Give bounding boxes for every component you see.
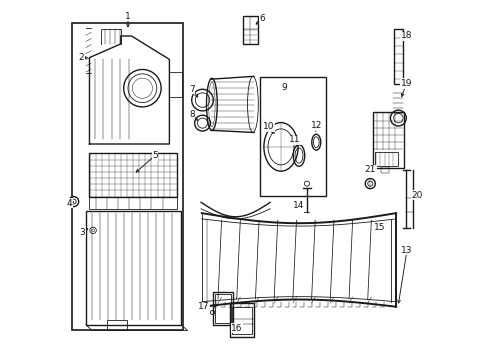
Text: 5: 5 [152,151,158,160]
Bar [260,77,326,196]
Text: 9: 9 [281,83,287,91]
Text: 20: 20 [412,191,423,199]
Text: 1: 1 [125,12,131,21]
Text: 15: 15 [374,223,386,232]
Text: 16: 16 [231,324,243,333]
Bar [232,307,252,334]
Bar [373,112,404,168]
Bar [107,320,127,330]
Text: 12: 12 [311,122,322,130]
Bar [90,197,176,209]
Bar [381,167,389,173]
Bar [72,23,183,330]
Bar [90,153,176,197]
Bar [394,29,403,84]
Text: 2: 2 [78,53,84,62]
Text: 11: 11 [289,135,300,144]
Bar [230,303,254,337]
Bar [243,16,258,44]
Text: 18: 18 [400,31,412,40]
Text: 10: 10 [263,122,274,131]
Text: 13: 13 [401,246,413,255]
Text: 7: 7 [189,85,195,94]
Bar [216,294,231,323]
Text: 14: 14 [293,202,304,210]
Text: 19: 19 [400,79,412,88]
Bar [86,211,181,325]
Text: 6: 6 [259,14,265,23]
Text: 8: 8 [189,110,195,119]
Bar [213,292,233,325]
Text: 4: 4 [67,199,73,208]
Text: 21: 21 [365,165,376,174]
Bar [375,152,398,166]
Text: 3: 3 [79,228,85,237]
Text: 17: 17 [198,302,209,311]
